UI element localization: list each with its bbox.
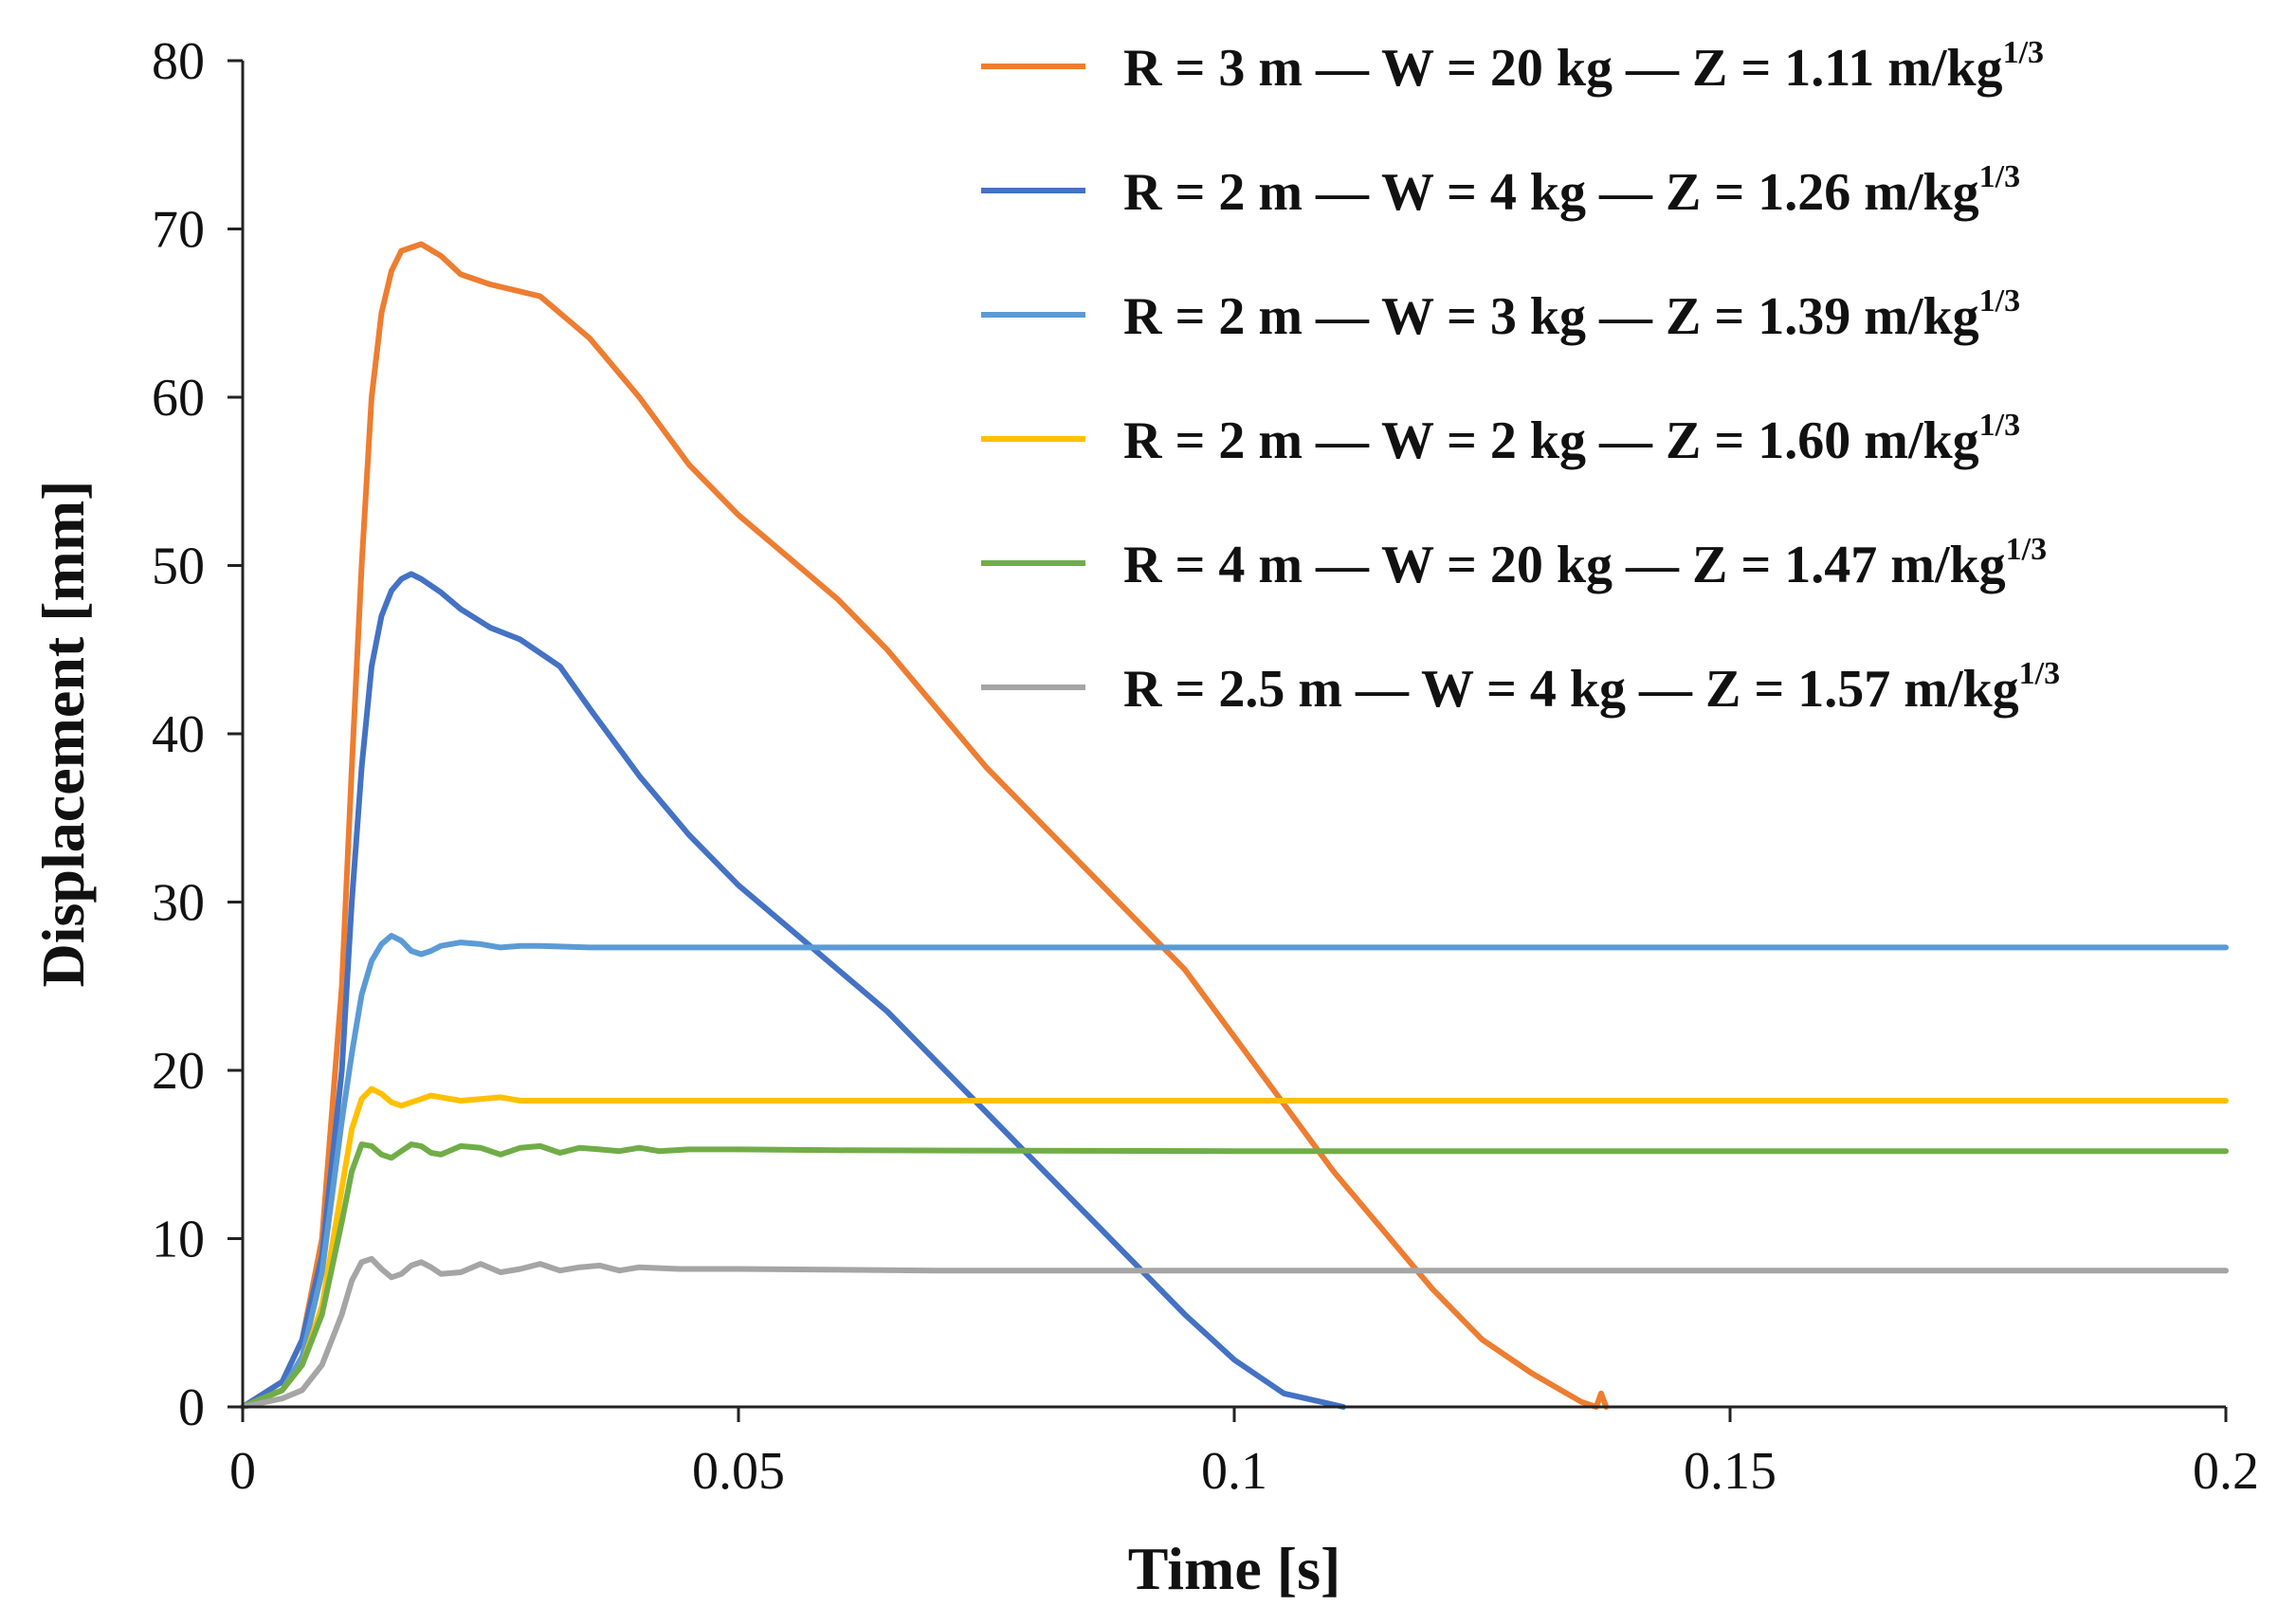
y-tick-label: 10 — [152, 1211, 205, 1269]
legend-entry: R = 2 m — W = 3 kg — Z = 1.39 m/kg1/3 — [981, 283, 2020, 346]
y-axis-title: Displacement [mm] — [29, 481, 97, 988]
series-line-1 — [240, 241, 1610, 1410]
series-line-3 — [240, 933, 2229, 1410]
legend-entry: R = 2 m — W = 2 kg — Z = 1.60 m/kg1/3 — [981, 408, 2020, 470]
legend-entry: R = 4 m — W = 20 kg — Z = 1.47 m/kg1/3 — [981, 532, 2047, 594]
series-line-6 — [240, 1255, 2229, 1410]
legend-entry: R = 3 m — W = 20 kg — Z = 1.11 m/kg1/3 — [981, 35, 2044, 98]
legend-label-text: R = 2 m — W = 3 kg — Z = 1.39 m/kg — [1123, 287, 1979, 346]
y-tick-label: 80 — [152, 32, 205, 91]
legend-label-text: R = 4 m — W = 20 kg — Z = 1.47 m/kg — [1123, 536, 2006, 594]
legend-label: R = 2 m — W = 2 kg — Z = 1.60 m/kg1/3 — [1123, 408, 2020, 470]
series-line-4 — [240, 1086, 2229, 1410]
legend-label: R = 2 m — W = 4 kg — Z = 1.26 m/kg1/3 — [1123, 159, 2020, 222]
legend-label-superscript: 1/3 — [2019, 656, 2060, 691]
y-tick-label: 30 — [152, 874, 205, 933]
legend-label-text: R = 2.5 m — W = 4 kg — Z = 1.57 m/kg — [1123, 660, 2019, 719]
legend: R = 3 m — W = 20 kg — Z = 1.11 m/kg1/3R … — [981, 35, 2060, 719]
series-line-2 — [240, 571, 1347, 1410]
legend-label-superscript: 1/3 — [1979, 283, 2020, 319]
x-axis-title: Time [s] — [1128, 1535, 1341, 1602]
y-tick-label: 60 — [152, 369, 205, 428]
y-tick-label: 0 — [178, 1378, 205, 1437]
legend-label-superscript: 1/3 — [1979, 159, 2020, 194]
legend-label-superscript: 1/3 — [2003, 35, 2044, 70]
x-tick-label: 0.2 — [2193, 1442, 2259, 1501]
legend-label-text: R = 2 m — W = 4 kg — Z = 1.26 m/kg — [1123, 163, 1979, 222]
legend-label-superscript: 1/3 — [1979, 408, 2020, 443]
legend-label: R = 4 m — W = 20 kg — Z = 1.47 m/kg1/3 — [1123, 532, 2047, 594]
legend-label-superscript: 1/3 — [2006, 532, 2047, 567]
axes — [241, 61, 2226, 1409]
legend-label: R = 3 m — W = 20 kg — Z = 1.11 m/kg1/3 — [1123, 35, 2044, 98]
x-tick-label: 0.05 — [692, 1442, 785, 1501]
legend-label: R = 2 m — W = 3 kg — Z = 1.39 m/kg1/3 — [1123, 283, 2020, 346]
y-tick-label: 20 — [152, 1042, 205, 1101]
legend-entry: R = 2.5 m — W = 4 kg — Z = 1.57 m/kg1/3 — [981, 656, 2060, 719]
y-tick-label: 70 — [152, 201, 205, 260]
legend-label-text: R = 3 m — W = 20 kg — Z = 1.11 m/kg — [1123, 39, 2003, 98]
ticks: 0 10 20 30 40 50 60 70 80 0 0.05 0.1 0.15 0.2 — [152, 32, 2259, 1501]
series-layer — [240, 241, 2229, 1410]
x-tick-label: 0.15 — [1684, 1442, 1777, 1501]
legend-label: R = 2.5 m — W = 4 kg — Z = 1.57 m/kg1/3 — [1123, 656, 2060, 719]
y-tick-label: 50 — [152, 538, 205, 596]
x-tick-label: 0.1 — [1201, 1442, 1267, 1501]
y-tick-label: 40 — [152, 705, 205, 764]
legend-label-text: R = 2 m — W = 2 kg — Z = 1.60 m/kg — [1123, 411, 1979, 470]
legend-entry: R = 2 m — W = 4 kg — Z = 1.26 m/kg1/3 — [981, 159, 2020, 222]
series-line-5 — [240, 1141, 2229, 1410]
x-tick-label: 0 — [229, 1442, 256, 1501]
